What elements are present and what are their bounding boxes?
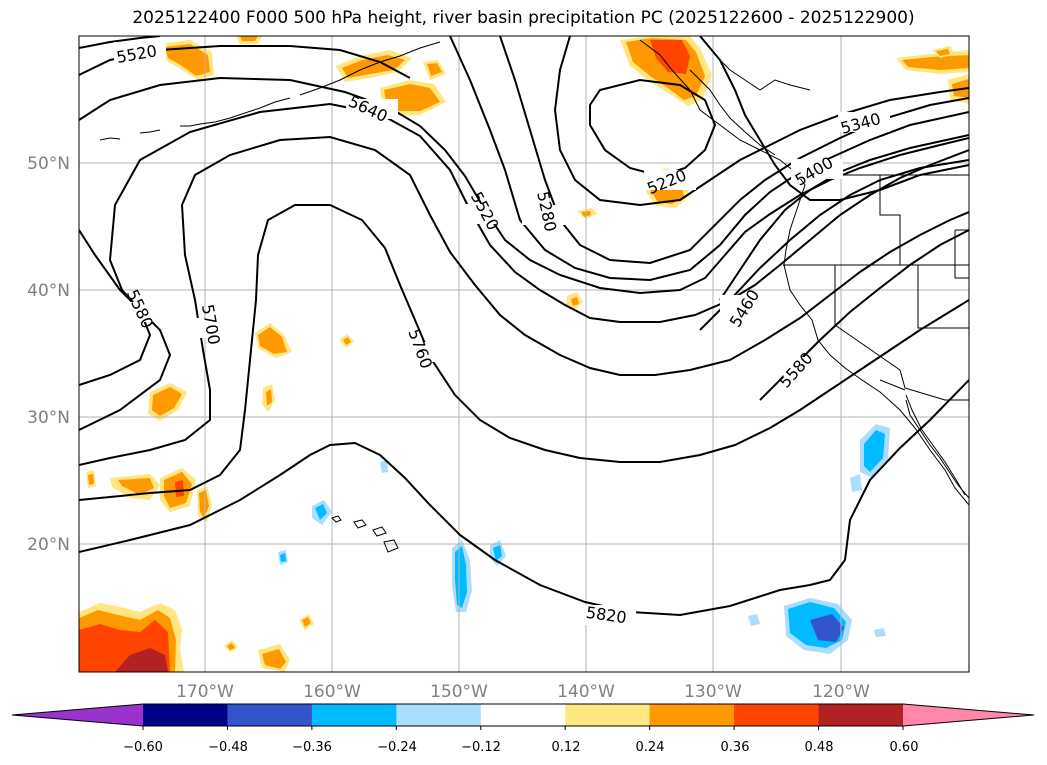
colorbar-tick-label: 0.48 xyxy=(805,740,834,755)
lon-label: 120°W xyxy=(812,682,870,702)
lon-label: 170°W xyxy=(176,682,234,702)
colorbar-bin xyxy=(649,704,735,726)
colorbar-bin xyxy=(143,704,228,726)
lon-label: 140°W xyxy=(557,682,615,702)
colorbar-tick-label: 0.36 xyxy=(721,740,750,755)
colorbar-bin xyxy=(396,704,482,726)
coastlines xyxy=(99,39,969,553)
colorbar-bin xyxy=(311,704,397,726)
colorbar-extend-high xyxy=(903,704,1034,726)
colorbar-tick-label: 0.60 xyxy=(890,740,919,755)
colorbar-bin xyxy=(227,704,313,726)
colorbar-bin xyxy=(818,704,904,726)
colorbar-tick-label: −0.48 xyxy=(208,740,248,755)
map-title: 2025122400 F000 500 hPa height, river ba… xyxy=(132,8,915,28)
lat-axis: 50°N 40°N 30°N 20°N xyxy=(27,154,70,555)
lat-label: 50°N xyxy=(27,154,70,174)
colorbar xyxy=(11,703,1035,730)
lon-label: 130°W xyxy=(684,682,742,702)
colorbar-extend-low xyxy=(12,704,143,726)
lon-label: 160°W xyxy=(303,682,361,702)
colorbar-labels: −0.60 −0.48 −0.36 −0.24 −0.12 0.12 0.24 … xyxy=(123,740,918,755)
lat-label: 20°N xyxy=(27,535,70,555)
lat-label: 40°N xyxy=(27,281,70,301)
lon-axis: 170°W 160°W 150°W 140°W 130°W 120°W xyxy=(176,682,870,702)
colorbar-bin xyxy=(480,704,566,726)
lat-label: 30°N xyxy=(27,408,70,428)
colorbar-tick-label: −0.24 xyxy=(377,740,417,755)
colorbar-tick-label: 0.24 xyxy=(636,740,665,755)
lon-label: 150°W xyxy=(430,682,488,702)
colorbar-bin xyxy=(734,704,820,726)
plot-frame xyxy=(78,35,970,673)
colorbar-tick-label: −0.36 xyxy=(292,740,332,755)
colorbar-tick-label: −0.60 xyxy=(123,740,163,755)
colorbar-tick-label: −0.12 xyxy=(461,740,501,755)
colorbar-tick-label: 0.12 xyxy=(552,740,581,755)
colorbar-bin xyxy=(565,704,651,726)
precip-negative-anomalies xyxy=(278,424,890,654)
